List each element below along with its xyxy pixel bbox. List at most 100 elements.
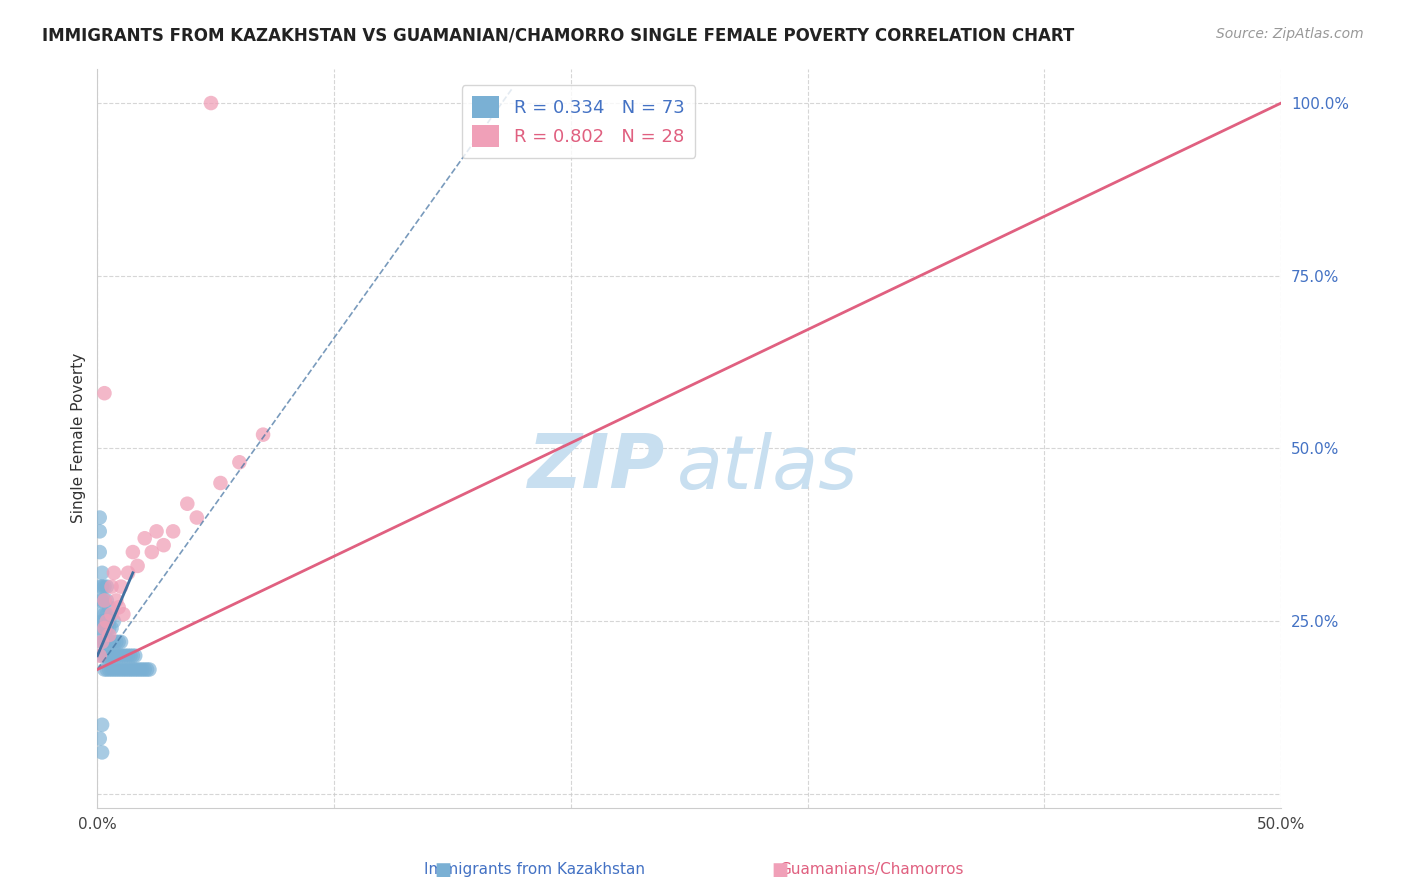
Point	[176, 497, 198, 511]
Point	[124, 648, 146, 663]
Point	[138, 663, 160, 677]
Point	[105, 593, 128, 607]
Point	[96, 607, 118, 622]
Point	[96, 663, 118, 677]
Point	[89, 731, 111, 746]
Point	[100, 580, 122, 594]
Point	[89, 510, 111, 524]
Point	[89, 648, 111, 663]
Point	[100, 663, 122, 677]
Point	[93, 648, 115, 663]
Point	[124, 663, 146, 677]
Point	[93, 614, 115, 628]
Text: Source: ZipAtlas.com: Source: ZipAtlas.com	[1216, 27, 1364, 41]
Point	[89, 621, 111, 635]
Point	[98, 635, 121, 649]
Point	[121, 663, 143, 677]
Text: atlas: atlas	[678, 432, 859, 504]
Point	[91, 635, 114, 649]
Text: ZIP: ZIP	[529, 431, 665, 504]
Point	[110, 648, 132, 663]
Point	[98, 648, 121, 663]
Point	[98, 663, 121, 677]
Point	[145, 524, 167, 539]
Point	[93, 635, 115, 649]
Point	[112, 648, 135, 663]
Point	[112, 663, 135, 677]
Text: IMMIGRANTS FROM KAZAKHSTAN VS GUAMANIAN/CHAMORRO SINGLE FEMALE POVERTY CORRELATI: IMMIGRANTS FROM KAZAKHSTAN VS GUAMANIAN/…	[42, 27, 1074, 45]
Point	[89, 580, 111, 594]
Point	[96, 614, 118, 628]
Point	[127, 663, 149, 677]
Point	[228, 455, 250, 469]
Point	[93, 628, 115, 642]
Point	[93, 621, 115, 635]
Point	[103, 614, 125, 628]
Point	[105, 648, 128, 663]
Point	[89, 607, 111, 622]
Point	[110, 663, 132, 677]
Point	[162, 524, 184, 539]
Point	[103, 566, 125, 580]
Point	[96, 621, 118, 635]
Point	[96, 635, 118, 649]
Point	[134, 663, 156, 677]
Text: Guamanians/Chamorros: Guamanians/Chamorros	[779, 863, 965, 877]
Point	[134, 531, 156, 545]
Point	[96, 593, 118, 607]
Point	[100, 635, 122, 649]
Point	[105, 663, 128, 677]
Point	[120, 663, 142, 677]
Point	[117, 663, 139, 677]
Point	[100, 621, 122, 635]
Point	[91, 566, 114, 580]
Point	[120, 648, 142, 663]
Point	[98, 600, 121, 615]
Legend: R = 0.334   N = 73, R = 0.802   N = 28: R = 0.334 N = 73, R = 0.802 N = 28	[461, 85, 696, 158]
Point	[100, 648, 122, 663]
Point	[91, 635, 114, 649]
Point	[91, 718, 114, 732]
Text: Immigrants from Kazakhstan: Immigrants from Kazakhstan	[423, 863, 645, 877]
Point	[98, 628, 121, 642]
Point	[107, 663, 129, 677]
Point	[91, 580, 114, 594]
Point	[200, 96, 222, 111]
Text: ■: ■	[434, 861, 451, 879]
Point	[136, 663, 159, 677]
Y-axis label: Single Female Poverty: Single Female Poverty	[72, 353, 86, 524]
Point	[98, 621, 121, 635]
Point	[89, 524, 111, 539]
Point	[121, 648, 143, 663]
Point	[98, 614, 121, 628]
Point	[117, 566, 139, 580]
Point	[93, 593, 115, 607]
Point	[121, 545, 143, 559]
Point	[114, 648, 136, 663]
Point	[91, 746, 114, 760]
Point	[93, 621, 115, 635]
Point	[93, 580, 115, 594]
Point	[105, 635, 128, 649]
Point	[112, 607, 135, 622]
Point	[89, 545, 111, 559]
Point	[93, 386, 115, 401]
Point	[127, 558, 149, 573]
Point	[93, 607, 115, 622]
Point	[103, 648, 125, 663]
Point	[110, 580, 132, 594]
Point	[103, 635, 125, 649]
Point	[129, 663, 152, 677]
Point	[100, 607, 122, 622]
Point	[93, 593, 115, 607]
Point	[91, 648, 114, 663]
Point	[91, 614, 114, 628]
Point	[103, 663, 125, 677]
Point	[110, 635, 132, 649]
Point	[117, 648, 139, 663]
Point	[93, 663, 115, 677]
Point	[114, 663, 136, 677]
Text: ■: ■	[772, 861, 789, 879]
Point	[89, 593, 111, 607]
Point	[209, 475, 232, 490]
